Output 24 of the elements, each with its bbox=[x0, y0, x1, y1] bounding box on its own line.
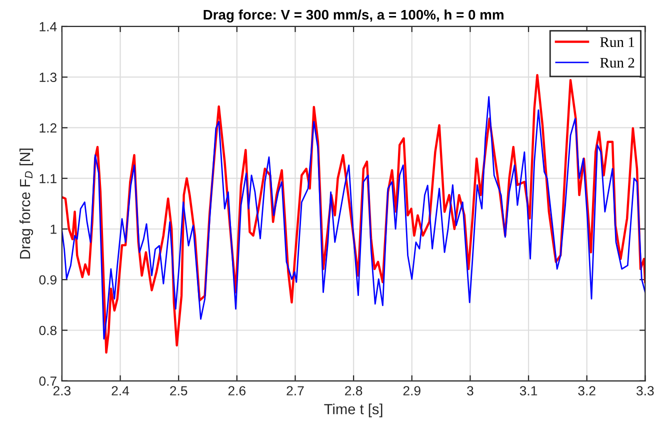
x-tick-label: 2.6 bbox=[228, 386, 246, 396]
y-tick-label: 1.4 bbox=[40, 22, 57, 32]
x-tick-label: 2.4 bbox=[112, 386, 130, 396]
legend-label: Run 2 bbox=[600, 58, 634, 68]
y-tick-label: 1.3 bbox=[40, 72, 57, 82]
chart-title: Drag force: V = 300 mm/s, a = 100%, h = 0 mm bbox=[204, 9, 504, 22]
y-tick-label: 1.2 bbox=[40, 123, 56, 133]
x-tick-label: 3.1 bbox=[520, 386, 538, 396]
x-axis-title: Time t [s] bbox=[324, 404, 382, 418]
x-tick-label: 2.3 bbox=[53, 386, 71, 396]
x-tick-label: 3.2 bbox=[578, 386, 596, 396]
x-tick-label: 2.9 bbox=[403, 386, 420, 396]
x-tick-label: 2.5 bbox=[170, 386, 188, 396]
x-tick-label: 3.3 bbox=[636, 386, 654, 396]
y-tick-label: 1.1 bbox=[40, 174, 56, 184]
y-tick-label: 1 bbox=[50, 224, 56, 234]
x-tick-label: 2.8 bbox=[345, 386, 362, 396]
x-tick-label: 3 bbox=[467, 386, 474, 396]
y-tick-label: 0.7 bbox=[39, 376, 56, 386]
y-tick-label: 0.9 bbox=[39, 275, 56, 285]
y-axis-title: Drag force F$_{D}$ [N] bbox=[19, 148, 34, 259]
y-tick-label: 0.8 bbox=[39, 326, 57, 336]
legend-label: Run 1 bbox=[600, 37, 634, 48]
x-tick-label: 2.7 bbox=[286, 386, 304, 396]
